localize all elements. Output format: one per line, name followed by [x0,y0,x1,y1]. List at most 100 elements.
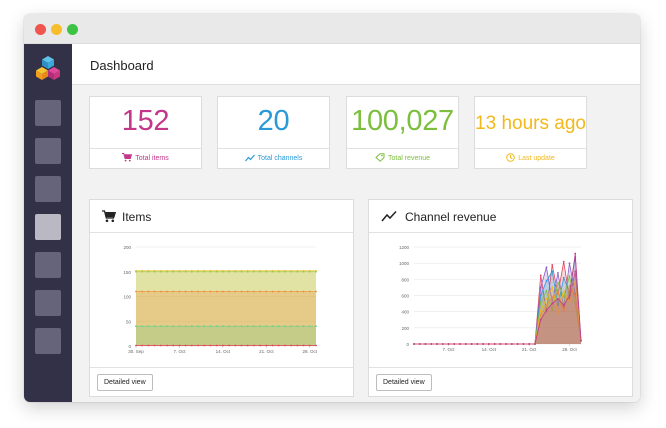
x-tick-label: 21. Oct [259,349,274,354]
x-tick-label: 28. Oct [303,349,318,354]
top-bar: Dashboard [72,44,640,85]
minimize-window-button[interactable] [51,24,62,35]
data-point [203,344,206,347]
data-point [493,343,496,345]
data-point [228,270,231,273]
data-point [184,344,187,347]
data-point [315,290,317,293]
data-point [302,290,305,293]
sidebar-item-4[interactable] [35,214,61,240]
sidebar-item-2[interactable] [35,138,61,164]
channel-revenue-panel-header: Channel revenue [369,200,632,233]
page-title: Dashboard [90,58,154,73]
data-point [551,301,554,303]
data-point [476,343,479,345]
data-point [551,309,554,311]
sidebar-item-6[interactable] [35,290,61,316]
data-point [253,344,255,347]
data-point [215,344,218,347]
stat-card-last-update: 13 hours ago Last update [474,96,587,169]
total-revenue-label: Total revenue [387,155,431,162]
sidebar-item-5[interactable] [35,252,61,278]
data-point [265,270,268,273]
data-point [315,344,317,347]
cart-icon [122,153,133,162]
data-point [308,344,311,347]
data-point [482,343,485,345]
data-point [253,325,255,328]
last-update-footer[interactable]: Last update [475,148,586,168]
data-point [240,344,243,347]
data-point [228,344,231,347]
data-point [568,294,571,297]
y-tick-label: 1200 [399,245,410,250]
data-point [203,290,206,293]
total-channels-value: 20 [257,105,290,137]
data-point [557,312,559,315]
data-point [141,270,144,273]
data-point [172,270,175,273]
data-point [178,270,181,273]
data-point [221,344,224,347]
y-tick-label: 150 [123,270,131,275]
data-point [135,325,137,328]
maximize-window-button[interactable] [67,24,78,35]
data-point [539,294,542,297]
x-tick-label: 30. Sep [128,349,144,354]
data-point [539,301,542,303]
data-point [284,325,286,328]
data-point [190,325,193,328]
y-tick-label: 800 [401,277,409,282]
sidebar-item-3[interactable] [35,176,61,202]
last-update-label: Last update [518,155,555,162]
data-point [424,343,427,345]
total-items-label: Total items [135,155,169,162]
data-point [522,343,525,345]
data-point [215,325,218,328]
data-point [277,344,280,347]
total-channels-footer[interactable]: Total channels [218,148,329,168]
data-point [505,343,508,345]
data-point [135,270,137,273]
data-point [197,270,199,273]
data-point [259,325,262,328]
data-point [284,290,286,293]
data-point [551,302,554,305]
items-panel-header: Items [90,200,353,233]
data-point [562,304,565,307]
data-point [240,270,243,273]
close-window-button[interactable] [35,24,46,35]
main-content: Dashboard 152 Total items 20 Total chann… [72,44,640,402]
data-point [221,290,224,293]
x-tick-label: 7. Oct [443,347,456,352]
data-point [265,344,268,347]
data-point [551,263,554,266]
items-detailed-view-button[interactable]: Detailed view [97,374,153,391]
data-point [197,290,199,293]
total-revenue-footer[interactable]: Total revenue [347,148,458,168]
total-items-footer[interactable]: Total items [90,148,201,168]
hexagon-cubes-logo-icon[interactable] [34,54,62,82]
data-point [209,270,212,273]
data-point [234,290,237,293]
data-point [574,252,577,255]
series-area [414,281,581,344]
data-point [296,290,299,293]
data-point [539,274,542,277]
sidebar-item-1[interactable] [35,100,61,126]
data-point [277,290,280,293]
sidebar-item-7[interactable] [35,328,61,354]
data-point [184,290,187,293]
data-point [209,344,212,347]
revenue-detailed-view-button[interactable]: Detailed view [376,374,432,391]
data-point [574,294,577,297]
data-point [184,325,187,328]
y-tick-label: 0 [406,342,409,347]
items-panel-title: Items [122,210,152,224]
data-point [166,325,168,328]
data-point [246,325,249,328]
data-point [315,270,317,273]
data-point [172,344,175,347]
data-point [240,325,243,328]
data-point [178,290,181,293]
